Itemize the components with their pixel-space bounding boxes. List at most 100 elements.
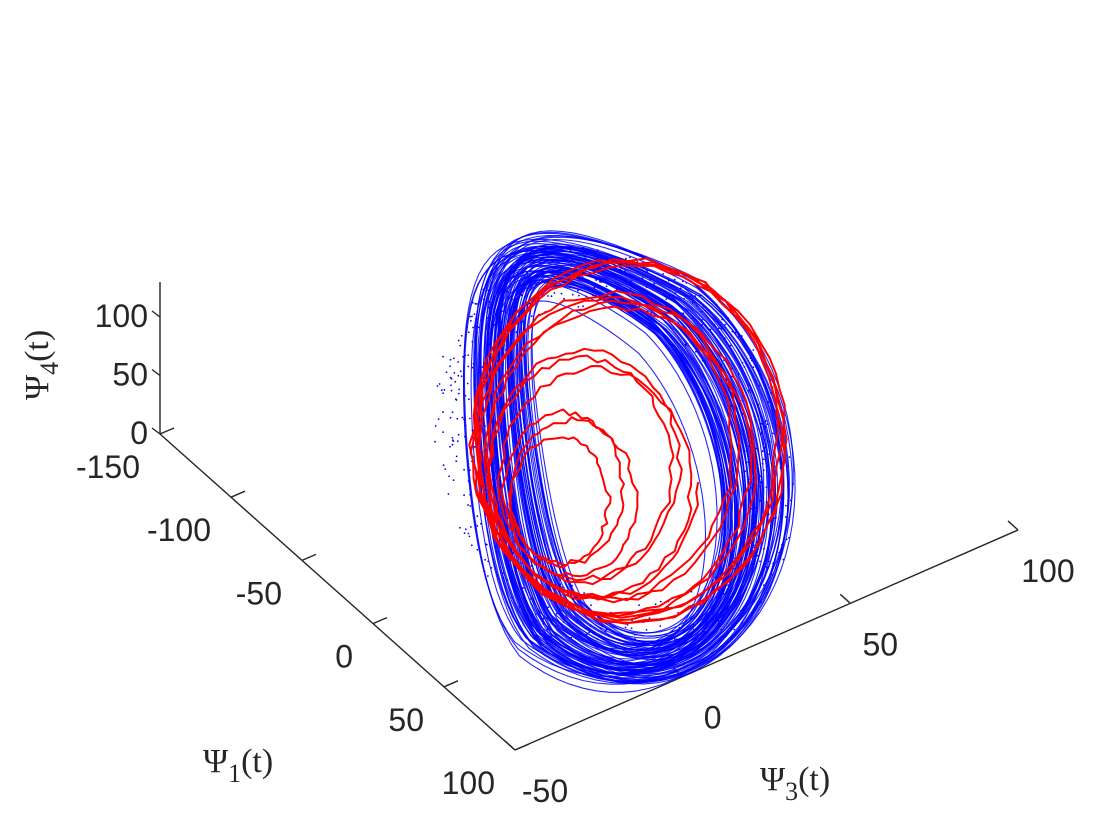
blue-trajectory-point xyxy=(767,401,770,403)
blue-trajectory-point xyxy=(564,628,567,631)
x-tick-mark xyxy=(372,616,388,625)
blue-trajectory-point xyxy=(442,464,445,467)
blue-trajectory-point xyxy=(502,277,504,280)
blue-trajectory-point xyxy=(526,614,529,616)
blue-trajectory-point xyxy=(704,360,706,362)
blue-trajectory-point xyxy=(585,295,587,298)
blue-trajectory-point xyxy=(604,630,607,633)
blue-trajectory-point xyxy=(730,405,732,407)
blue-trajectory-point xyxy=(449,358,452,361)
blue-trajectory-point xyxy=(570,636,573,639)
blue-trajectory-point xyxy=(721,318,723,321)
blue-trajectory-point xyxy=(547,271,550,273)
blue-trajectory-point xyxy=(454,398,457,400)
blue-trajectory-point xyxy=(490,567,493,569)
blue-trajectory-point xyxy=(715,629,717,632)
blue-trajectory-point xyxy=(488,306,490,309)
blue-trajectory-point xyxy=(788,456,791,458)
blue-trajectory-point xyxy=(749,487,752,489)
blue-trajectory-point xyxy=(457,361,459,363)
blue-trajectory-point xyxy=(505,348,507,351)
blue-trajectory-point xyxy=(692,628,695,631)
blue-trajectory-point xyxy=(492,295,495,298)
z-tick-label: 50 xyxy=(112,357,148,393)
blue-trajectory-point xyxy=(702,305,705,308)
y-axis-line xyxy=(514,529,1019,751)
blue-trajectory-point xyxy=(592,294,594,297)
blue-trajectory-point xyxy=(604,278,606,281)
blue-trajectory-point xyxy=(581,276,584,278)
blue-trajectory-point xyxy=(630,280,632,282)
blue-trajectory-point xyxy=(589,625,592,627)
blue-trajectory-point xyxy=(469,469,471,472)
blue-trajectory-point xyxy=(600,281,603,283)
blue-trajectory-point xyxy=(768,453,771,456)
blue-trajectory-point xyxy=(457,433,460,436)
blue-trajectory-point xyxy=(782,558,785,561)
blue-trajectory-point xyxy=(452,479,455,482)
blue-trajectory-point xyxy=(437,418,440,420)
blue-trajectory-point xyxy=(743,450,746,453)
blue-trajectory-point xyxy=(769,399,772,402)
blue-trajectory-point xyxy=(612,284,615,287)
blue-trajectory-point xyxy=(696,304,698,307)
blue-trajectory-point xyxy=(691,298,694,301)
blue-trajectory-point xyxy=(684,343,687,346)
blue-trajectory-point xyxy=(449,416,452,419)
blue-trajectory-point xyxy=(495,550,498,553)
blue-trajectory-point xyxy=(475,318,478,320)
blue-trajectory-point xyxy=(789,499,792,502)
blue-trajectory-point xyxy=(531,257,534,260)
blue-trajectory-point xyxy=(678,626,681,629)
series-red-trajectory xyxy=(468,257,788,625)
blue-trajectory-point xyxy=(576,257,579,259)
blue-trajectory-point xyxy=(724,337,726,340)
blue-trajectory-point xyxy=(750,507,753,510)
blue-trajectory-point xyxy=(451,439,454,441)
blue-trajectory-point xyxy=(714,576,717,579)
blue-trajectory-point xyxy=(771,410,774,412)
blue-trajectory-point xyxy=(750,562,753,565)
blue-trajectory-point xyxy=(555,258,557,261)
blue-trajectory-point xyxy=(482,298,485,301)
blue-trajectory-point xyxy=(550,277,552,280)
blue-trajectory-point xyxy=(636,314,639,316)
x-axis-label: Ψ1(t) xyxy=(203,743,273,788)
blue-trajectory-point xyxy=(571,584,573,587)
blue-trajectory-point xyxy=(759,499,761,502)
blue-trajectory-point xyxy=(645,286,648,289)
blue-trajectory-point xyxy=(571,293,574,296)
blue-trajectory-point xyxy=(434,425,437,427)
blue-trajectory-point xyxy=(654,603,657,606)
blue-trajectory-point xyxy=(726,371,729,374)
y-tick-label: -50 xyxy=(522,773,568,809)
z-tick-label: 0 xyxy=(130,415,148,451)
blue-trajectory-point xyxy=(762,458,765,461)
blue-trajectory-point xyxy=(511,570,514,573)
blue-trajectory-point xyxy=(458,388,460,391)
blue-trajectory-point xyxy=(469,505,472,507)
blue-trajectory-point xyxy=(471,301,474,304)
blue-trajectory-point xyxy=(722,579,725,581)
blue-trajectory-point xyxy=(455,460,458,463)
blue-trajectory-point xyxy=(481,328,483,331)
blue-trajectory-point xyxy=(703,630,705,633)
blue-trajectory-point xyxy=(711,579,714,582)
blue-trajectory-point xyxy=(605,628,608,631)
blue-trajectory-point xyxy=(691,302,694,304)
blue-trajectory-point xyxy=(476,548,479,551)
blue-trajectory-point xyxy=(605,285,608,288)
blue-trajectory-point xyxy=(634,638,636,640)
blue-trajectory-point xyxy=(724,326,727,329)
blue-trajectory-point xyxy=(519,562,522,564)
blue-trajectory-point xyxy=(511,596,513,599)
blue-trajectory-point xyxy=(704,617,706,620)
x-tick-label: 0 xyxy=(335,639,353,675)
blue-trajectory-point xyxy=(763,584,765,587)
blue-trajectory-point xyxy=(758,384,761,387)
blue-trajectory-point xyxy=(542,622,545,625)
blue-trajectory-point xyxy=(746,553,749,556)
blue-trajectory-point xyxy=(438,383,441,385)
blue-trajectory-point xyxy=(765,426,767,428)
blue-trajectory-point xyxy=(653,282,656,285)
